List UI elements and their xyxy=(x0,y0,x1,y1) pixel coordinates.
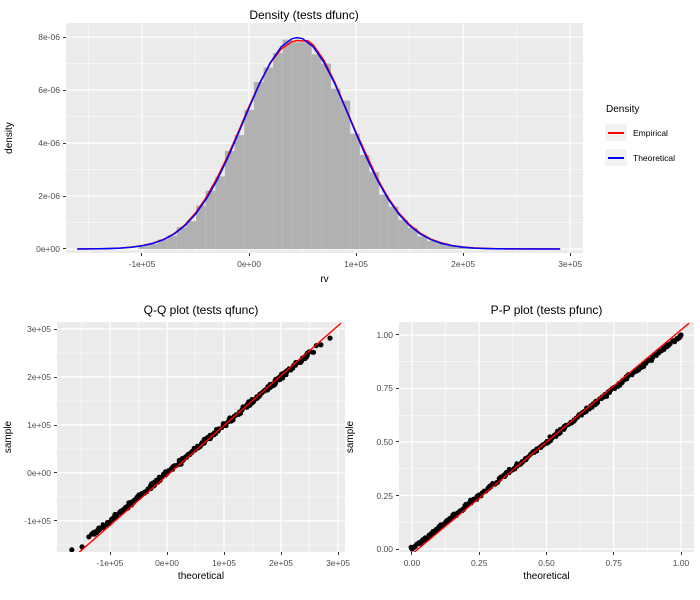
qq-x-tick-label: 0e+00 xyxy=(155,558,179,568)
qq-panel xyxy=(57,322,345,552)
density-x-tick-mark xyxy=(355,253,357,256)
density-x-tick-label: 2e+05 xyxy=(451,259,476,269)
pp-x-axis-title: theoretical xyxy=(523,571,570,582)
pp-x-tick-label: 0.25 xyxy=(470,558,488,568)
qq-y-axis-title: sample xyxy=(3,420,14,454)
qq-x-tick-mark xyxy=(223,552,225,555)
density-y-tick-label: 0e+00 xyxy=(36,243,60,254)
qq-y-tick-mark xyxy=(54,424,57,426)
qq-y-tick-mark xyxy=(54,472,57,474)
grid xyxy=(399,322,694,552)
density-panel xyxy=(66,23,583,253)
density-y-tick-label: 2e-06 xyxy=(38,191,60,201)
histogram-bars xyxy=(138,39,476,250)
qq-y-tick-label: 0e+00 xyxy=(27,467,51,478)
legend-key-theoretical xyxy=(605,149,627,166)
pp-x-tick-mark xyxy=(411,552,413,555)
qq-y-tick-label: 3e+05 xyxy=(27,324,51,334)
grid xyxy=(57,322,345,552)
qq-y-tick-label: 1e+05 xyxy=(27,420,51,430)
qq-plot-title: Q-Q plot (tests qfunc) xyxy=(143,303,259,317)
density-y-tick-mark xyxy=(63,142,66,144)
pp-y-tick-mark xyxy=(396,495,399,496)
qq-y-tick-mark xyxy=(54,376,57,378)
density-x-tick-label: 1e+05 xyxy=(344,259,368,269)
qq-x-tick-mark xyxy=(166,552,168,555)
qq-x-tick-label: 3e+05 xyxy=(326,558,350,568)
density-y-tick-mark xyxy=(63,195,66,197)
pp-panel xyxy=(399,322,694,552)
qq-reference-line xyxy=(78,322,342,552)
pp-y-tick-label: 0.00 xyxy=(376,544,393,554)
qq-x-tick-mark xyxy=(280,552,282,555)
pp-y-tick-label: 0.75 xyxy=(376,383,393,394)
density-plot-title: Density (tests dfunc) xyxy=(249,8,359,22)
pp-x-tick-mark xyxy=(478,552,480,555)
legend-label: Empirical xyxy=(633,128,668,138)
density-x-tick-mark xyxy=(569,253,571,256)
pp-y-tick-label: 0.50 xyxy=(376,436,393,447)
pp-x-tick-label: 0.00 xyxy=(403,558,421,568)
legend-label: Theoretical xyxy=(633,153,676,163)
density-x-tick-mark xyxy=(248,253,250,256)
qq-x-tick-mark xyxy=(109,552,111,555)
legend-line-icon xyxy=(608,156,624,159)
density-x-tick-label: 0e+00 xyxy=(237,259,261,269)
density-x-tick-mark xyxy=(141,253,143,256)
pp-y-tick-mark xyxy=(396,334,399,336)
pp-plot-title: P-P plot (tests pfunc) xyxy=(490,303,603,317)
legend-line-icon xyxy=(608,131,624,134)
qq-x-tick-mark xyxy=(337,552,339,555)
qq-points xyxy=(69,335,333,552)
pp-y-tick-mark xyxy=(396,387,399,389)
legend-key-empirical xyxy=(605,124,627,141)
density-y-tick-label: 6e-06 xyxy=(38,85,60,96)
pp-y-tick-mark xyxy=(396,548,399,550)
qq-y-tick-label: -1e+05 xyxy=(24,515,51,526)
pp-y-tick-mark xyxy=(396,441,399,443)
qq-x-tick-label: 2e+05 xyxy=(269,558,293,568)
qq-y-tick-mark xyxy=(54,328,57,330)
density-x-axis-title: rv xyxy=(320,274,329,285)
pp-x-tick-mark xyxy=(680,552,682,555)
density-y-tick-label: 4e-06 xyxy=(38,138,60,149)
qq-y-tick-label: 2e+05 xyxy=(27,372,51,382)
density-y-tick-mark xyxy=(63,248,66,250)
density-x-tick-label: 3e+05 xyxy=(558,259,583,269)
density-x-tick-mark xyxy=(462,253,464,256)
pp-y-tick-label: 0.25 xyxy=(376,490,393,501)
pp-reference-line xyxy=(413,322,690,552)
theoretical-curve xyxy=(77,36,561,250)
pp-x-tick-mark xyxy=(613,552,615,555)
pp-x-tick-label: 0.50 xyxy=(538,558,555,568)
qq-x-tick-label: 1e+05 xyxy=(212,558,236,568)
density-y-tick-mark xyxy=(63,89,66,91)
legend-title: Density xyxy=(606,104,640,115)
pp-y-tick-label: 1.00 xyxy=(376,329,393,340)
density-y-tick-label: 8e-06 xyxy=(38,32,60,43)
qq-x-tick-label: -1e+05 xyxy=(96,558,124,568)
density-x-tick-label: -1e+05 xyxy=(128,259,156,269)
qq-x-axis-title: theoretical xyxy=(177,571,225,582)
qq-y-tick-mark xyxy=(54,520,57,522)
pp-x-tick-label: 1.00 xyxy=(672,558,690,568)
pp-x-tick-mark xyxy=(546,552,547,555)
pp-x-tick-label: 0.75 xyxy=(605,558,623,568)
density-y-tick-mark xyxy=(63,36,66,38)
